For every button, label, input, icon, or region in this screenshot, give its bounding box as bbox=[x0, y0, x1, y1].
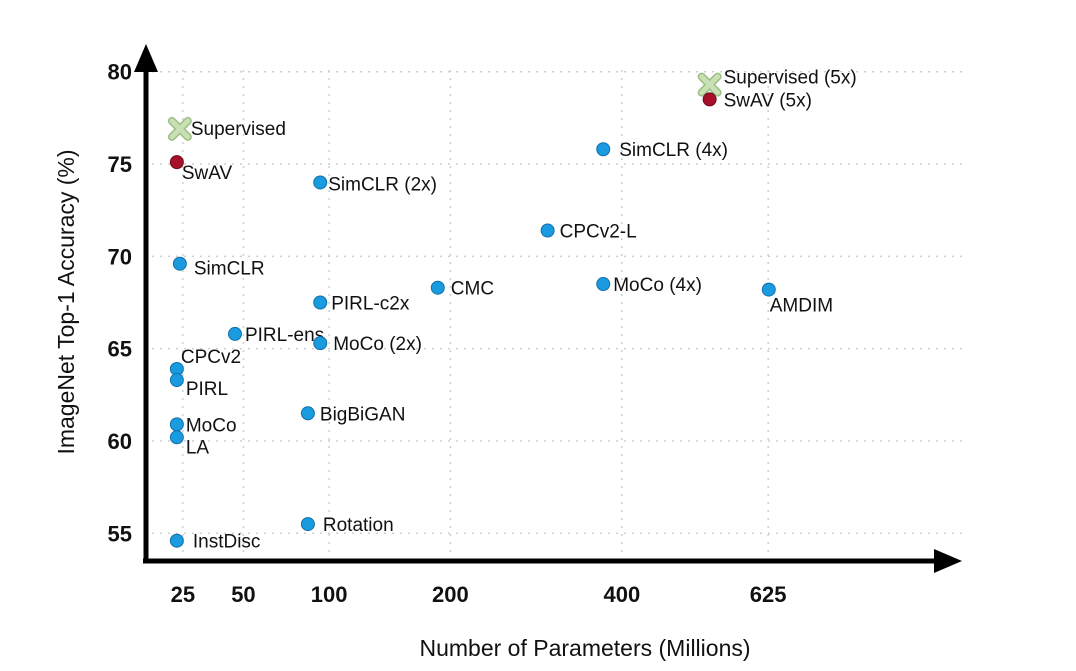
point-label-simclr-4x: SimCLR (4x) bbox=[619, 140, 728, 161]
point-supervised-5x bbox=[697, 72, 722, 97]
axes bbox=[134, 44, 962, 573]
x-tick-label: 100 bbox=[311, 582, 348, 607]
point-simclr-4x bbox=[596, 142, 611, 157]
point-label-pirl-c2x: PIRL-c2x bbox=[331, 294, 410, 315]
x-tick-label: 25 bbox=[171, 582, 195, 607]
point-label-cmc: CMC bbox=[451, 279, 494, 300]
point-simclr-2x bbox=[313, 175, 328, 190]
y-tick-label: 60 bbox=[108, 429, 132, 454]
point-swav-5x bbox=[702, 92, 717, 107]
point-label-instdisc: InstDisc bbox=[193, 532, 261, 553]
point-rotation bbox=[300, 517, 315, 532]
x-tick-label: 50 bbox=[231, 582, 255, 607]
point-label-moco: MoCo bbox=[186, 415, 237, 436]
ticks: 55 60 65 70 75 80 25 50 100 200 400 625 bbox=[108, 60, 787, 607]
point-bigbigan bbox=[300, 406, 315, 421]
point-cmc bbox=[430, 280, 445, 295]
x-tick-label: 400 bbox=[603, 582, 640, 607]
point-label-rotation: Rotation bbox=[323, 515, 394, 536]
point-amdim bbox=[761, 282, 776, 297]
point-la bbox=[169, 430, 184, 445]
x-axis-label: Number of Parameters (Millions) bbox=[419, 635, 750, 661]
point-supervised bbox=[167, 116, 192, 141]
point-label-supervised-5x: Supervised (5x) bbox=[724, 68, 857, 89]
y-tick-label: 75 bbox=[108, 152, 132, 177]
point-swav bbox=[169, 155, 184, 170]
y-axis-arrow bbox=[134, 44, 158, 72]
x-tick-label: 200 bbox=[432, 582, 469, 607]
point-label-swav: SwAV bbox=[182, 163, 233, 184]
point-pirl-ens bbox=[227, 326, 242, 341]
point-simclr bbox=[172, 256, 187, 271]
point-label-simclr-2x: SimCLR (2x) bbox=[328, 174, 437, 195]
point-label-moco-4x: MoCo (4x) bbox=[613, 275, 702, 296]
y-axis-label: ImageNet Top-1 Accuracy (%) bbox=[53, 149, 79, 454]
point-label-swav-5x: SwAV (5x) bbox=[724, 90, 812, 111]
point-label-simclr: SimCLR bbox=[194, 259, 265, 280]
point-label-pirl: PIRL bbox=[186, 379, 228, 400]
x-tick-label: 625 bbox=[750, 582, 787, 607]
grid bbox=[152, 70, 968, 556]
y-tick-label: 55 bbox=[108, 521, 132, 546]
point-moco bbox=[169, 417, 184, 432]
point-label-amdim: AMDIM bbox=[770, 296, 833, 317]
point-label-bigbigan: BigBiGAN bbox=[320, 404, 406, 425]
y-tick-label: 70 bbox=[108, 244, 132, 269]
point-label-supervised: Supervised bbox=[191, 119, 286, 140]
point-cpcv2-l bbox=[540, 223, 555, 238]
point-label-cpcv2-l: CPCv2-L bbox=[560, 221, 637, 242]
point-label-moco-2x: MoCo (2x) bbox=[333, 334, 422, 355]
x-axis-arrow bbox=[934, 549, 962, 573]
y-tick-label: 65 bbox=[108, 337, 132, 362]
point-pirl bbox=[169, 373, 184, 388]
point-label-la: LA bbox=[186, 437, 210, 458]
point-moco-4x bbox=[596, 277, 611, 292]
point-moco-2x bbox=[313, 336, 328, 351]
point-label-cpcv2: CPCv2 bbox=[181, 347, 241, 368]
point-instdisc bbox=[169, 533, 184, 548]
point-pirl-c2x bbox=[313, 295, 328, 310]
point-label-pirl-ens: PIRL-ens bbox=[245, 325, 324, 346]
y-tick-label: 80 bbox=[108, 60, 132, 85]
